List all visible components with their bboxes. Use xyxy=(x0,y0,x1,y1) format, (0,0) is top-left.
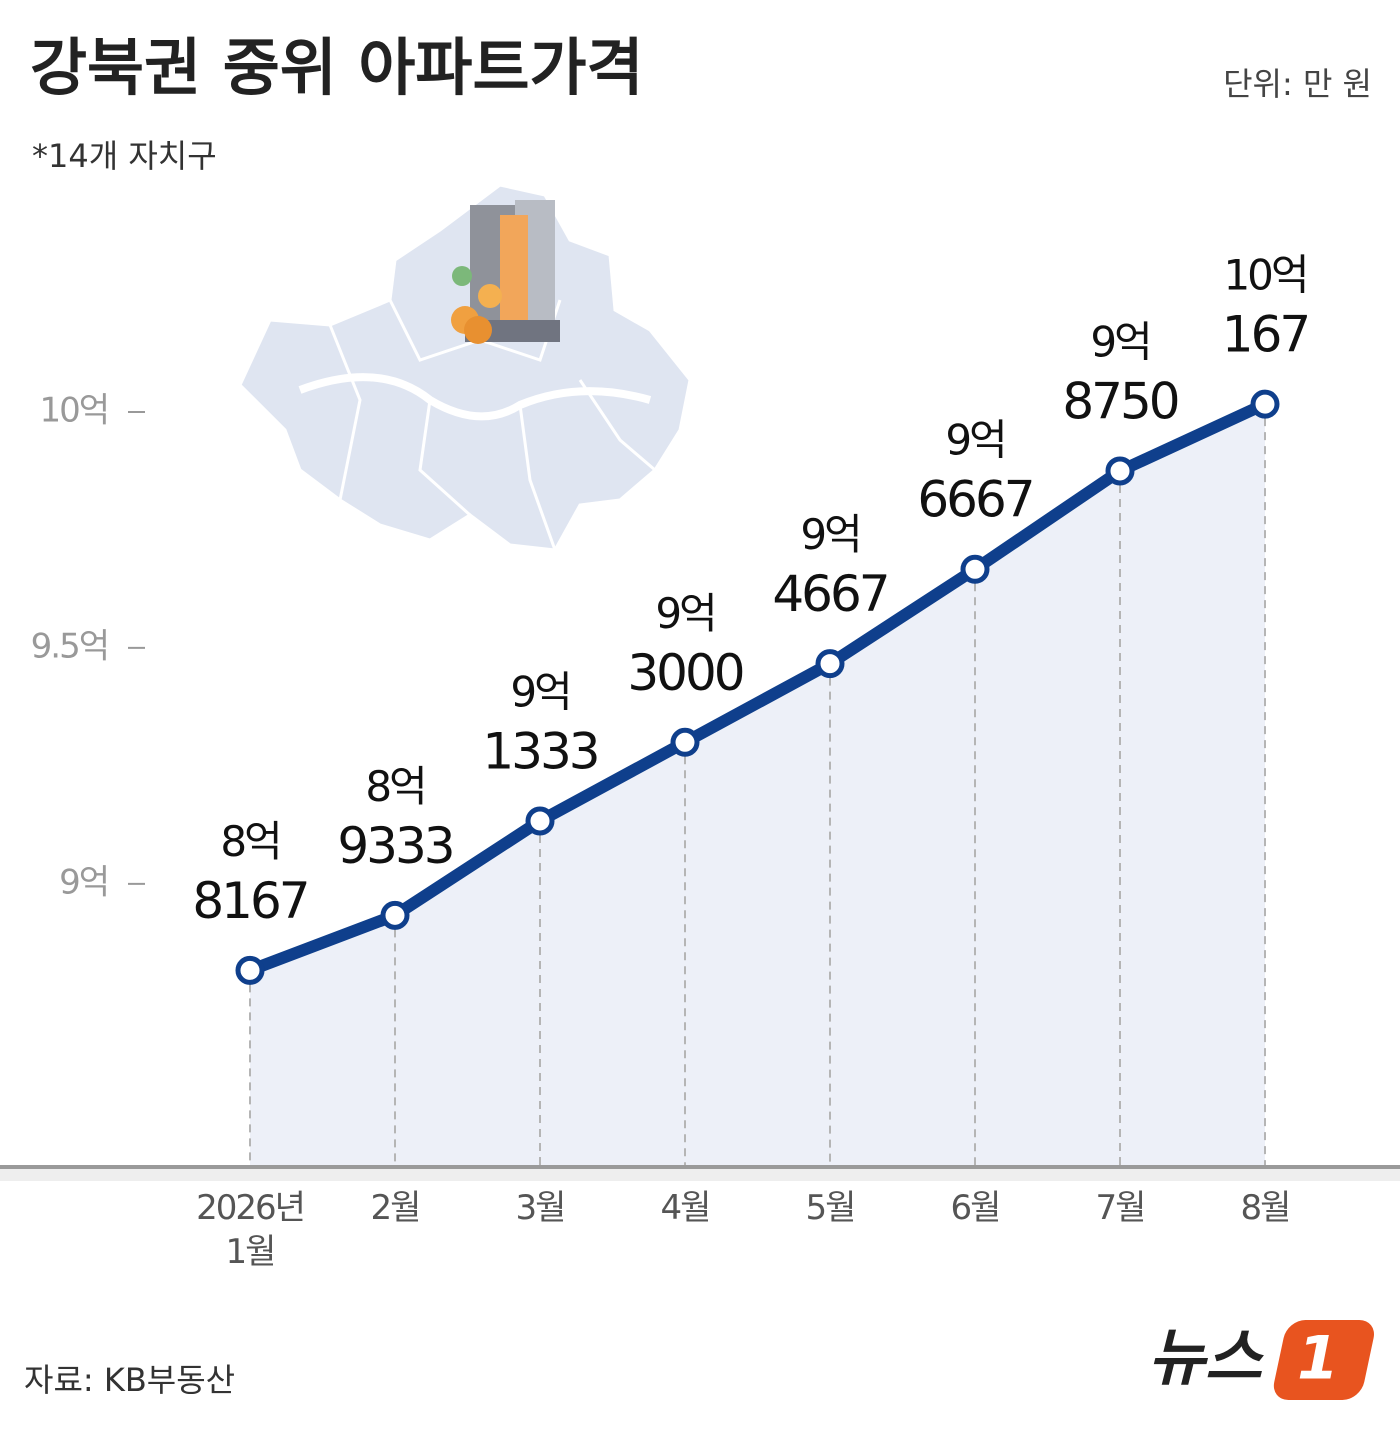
y-tick-label: 9억 xyxy=(59,862,108,902)
y-tick-label: 9.5억 xyxy=(31,626,108,666)
value-label: 3000 xyxy=(627,644,742,702)
value-label: 9억 xyxy=(800,510,859,559)
value-label: 9억 xyxy=(510,667,569,716)
brand-badge xyxy=(1273,1320,1375,1400)
seoul-map-illustration xyxy=(238,183,692,552)
value-label: 4667 xyxy=(772,565,887,623)
x-tick-label: 5월 xyxy=(805,1188,857,1228)
building-icon xyxy=(451,200,560,344)
source: 자료: KB부동산 xyxy=(24,1361,235,1399)
x-tick-label: 6월 xyxy=(950,1188,1002,1228)
point xyxy=(960,554,990,584)
chart-title: 강북권 중위 아파트가격 xyxy=(30,31,644,104)
x-tick-label: 2026년 1월 xyxy=(196,1188,306,1272)
point xyxy=(1105,456,1135,486)
x-tick-label: 8월 xyxy=(1240,1188,1292,1228)
unit-label: 단위: 만 원 xyxy=(1223,65,1372,103)
area xyxy=(250,404,1265,1168)
subtitle: *14개 자치구 xyxy=(32,137,217,175)
value-label: 1333 xyxy=(482,722,597,780)
value-label: 9333 xyxy=(337,817,452,875)
point xyxy=(235,955,265,985)
x-tick-label: 2월 xyxy=(370,1188,422,1228)
point xyxy=(1250,389,1280,419)
value-label: 8167 xyxy=(192,872,307,930)
point xyxy=(670,727,700,757)
x-tick-label: 3월 xyxy=(515,1188,567,1228)
value-label: 8억 xyxy=(220,817,279,866)
x-tick-label: 4월 xyxy=(660,1188,712,1228)
point xyxy=(525,806,555,836)
point xyxy=(380,900,410,930)
value-label: 10억 xyxy=(1223,251,1306,300)
y-tick-label: 10억 xyxy=(39,390,108,430)
value-label: 9억 xyxy=(655,589,714,638)
value-label: 167 xyxy=(1222,306,1308,364)
value-label: 8억 xyxy=(365,762,424,811)
x-tick-label: 7월 xyxy=(1095,1188,1147,1228)
value-label: 9억 xyxy=(945,416,1004,465)
baseline-band xyxy=(0,1167,1400,1181)
point xyxy=(815,649,845,679)
brand-text: 뉴스 xyxy=(1148,1321,1264,1394)
value-label: 8750 xyxy=(1062,372,1177,430)
line xyxy=(247,398,1268,976)
brand-number: 1 xyxy=(1297,1324,1339,1394)
value-label: 9억 xyxy=(1090,317,1149,366)
value-label: 6667 xyxy=(917,471,1032,529)
